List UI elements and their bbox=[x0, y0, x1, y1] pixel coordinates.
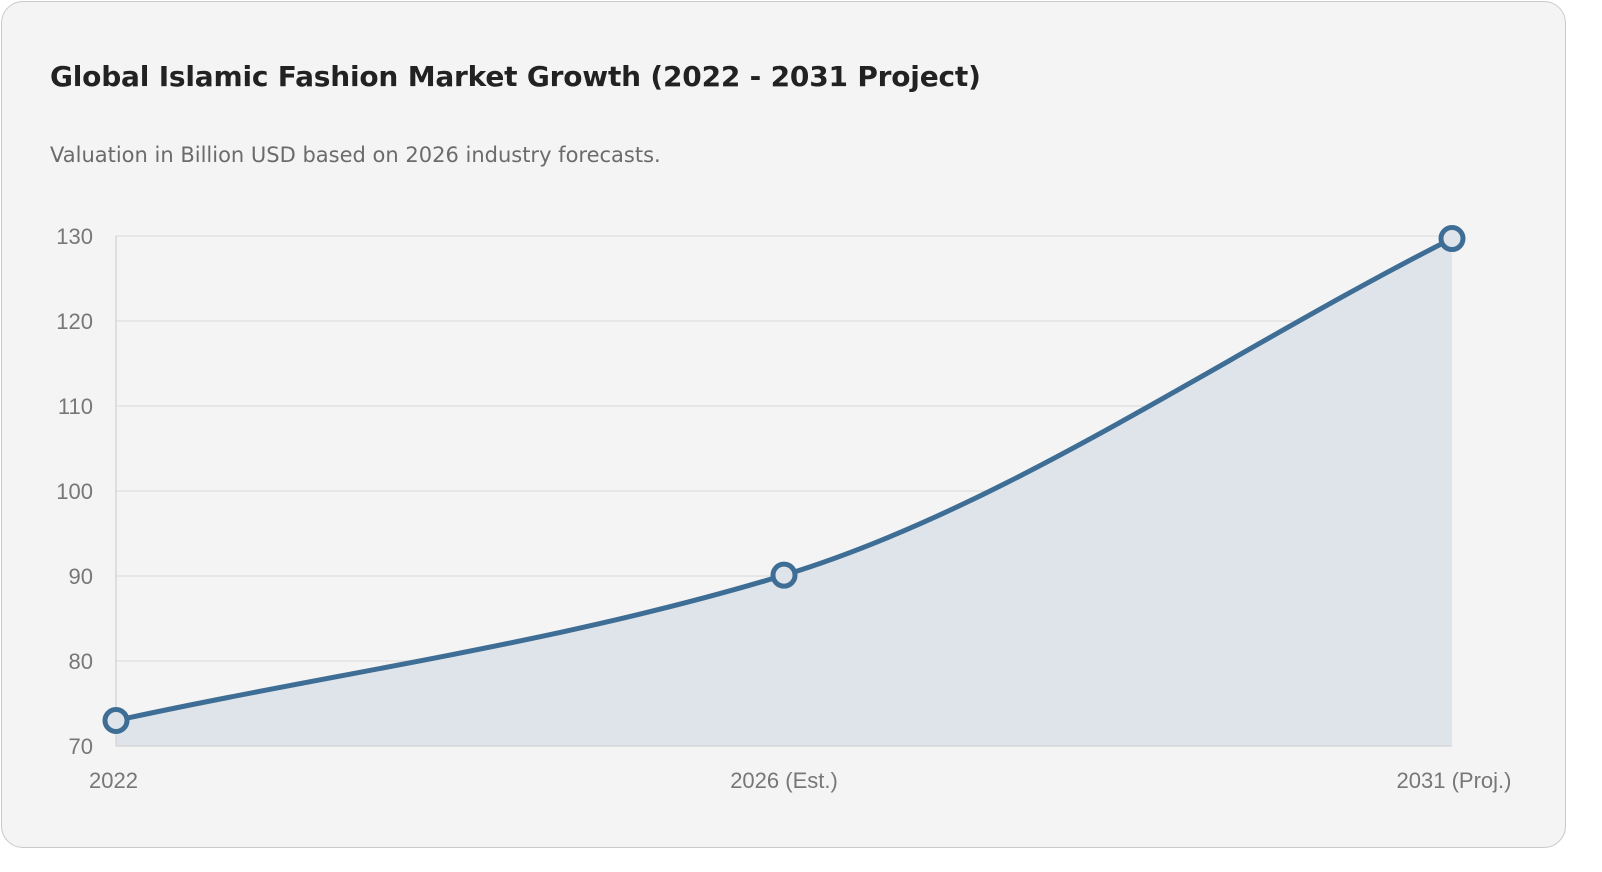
data-points bbox=[102, 225, 1466, 734]
x-tick-label: 2022 bbox=[89, 768, 138, 793]
y-tick-label: 100 bbox=[56, 479, 93, 504]
x-axis-tick-labels: 2022 2026 (Est.) 2031 (Proj.) bbox=[89, 768, 1511, 793]
area-fill-layer bbox=[116, 238, 1452, 747]
x-tick-label: 2026 (Est.) bbox=[730, 768, 838, 793]
y-tick-label: 130 bbox=[56, 224, 93, 249]
y-tick-label: 80 bbox=[69, 649, 93, 674]
data-point bbox=[102, 707, 130, 734]
data-point bbox=[770, 561, 798, 589]
y-axis-tick-labels: 70 80 90 100 110 120 130 bbox=[56, 224, 93, 759]
y-tick-label: 70 bbox=[69, 734, 93, 759]
chart-subtitle: Valuation in Billion USD based on 2026 i… bbox=[50, 143, 661, 167]
series-area-fill bbox=[116, 238, 1452, 747]
y-tick-label: 90 bbox=[69, 564, 93, 589]
axes bbox=[115, 236, 1452, 747]
y-tick-label: 110 bbox=[58, 394, 93, 419]
chart-title: Global Islamic Fashion Market Growth (20… bbox=[50, 60, 981, 93]
data-point bbox=[1438, 225, 1466, 253]
x-tick-label: 2031 (Proj.) bbox=[1397, 768, 1512, 793]
y-tick-label: 120 bbox=[56, 309, 93, 334]
